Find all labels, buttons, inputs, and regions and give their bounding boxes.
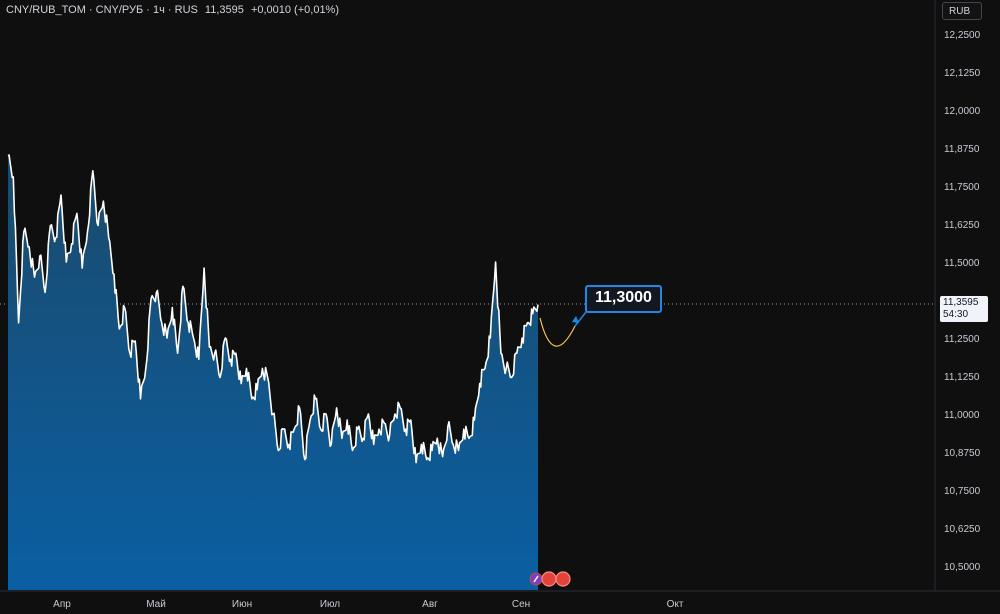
time-tick-label: Апр bbox=[53, 599, 71, 610]
price-tick-label: 12,2500 bbox=[944, 30, 981, 41]
price-tick-label: 10,7500 bbox=[944, 486, 981, 497]
area-fill bbox=[8, 155, 538, 590]
price-tick-label: 10,8750 bbox=[944, 448, 981, 459]
currency-button[interactable]: RUB bbox=[942, 2, 982, 20]
symbol-title[interactable]: CNY/RUB_TOM · CNY/РУБ · 1ч · RUS bbox=[6, 4, 198, 16]
time-tick-label: Май bbox=[146, 599, 166, 610]
bar-countdown: 54:30 bbox=[943, 309, 969, 320]
event-dot-icon[interactable] bbox=[555, 571, 571, 587]
symbol-legend[interactable]: CNY/RUB_TOM · CNY/РУБ · 1ч · RUS 11,3595… bbox=[6, 4, 339, 16]
time-tick-label: Июн bbox=[232, 599, 252, 610]
price-tick-label: 11,5000 bbox=[944, 258, 980, 269]
projection-arrow bbox=[574, 311, 587, 327]
arrow-head-icon bbox=[572, 316, 579, 323]
price-tick-label: 10,5000 bbox=[944, 562, 981, 573]
event-markers[interactable] bbox=[529, 571, 571, 587]
price-change: +0,0010 (+0,01%) bbox=[250, 4, 340, 16]
badge-price: 11,3595 bbox=[943, 297, 979, 308]
price-tick-label: 11,0000 bbox=[944, 410, 980, 421]
flash-bolt-icon bbox=[533, 575, 539, 583]
price-badge: 11,3595 54:30 bbox=[940, 296, 988, 322]
price-tick-label: 11,1250 bbox=[944, 372, 980, 383]
projection-curve bbox=[539, 317, 576, 347]
price-series-line bbox=[7, 154, 539, 464]
time-tick-label: Сен bbox=[512, 599, 530, 610]
price-tick-label: 11,7500 bbox=[944, 182, 980, 193]
time-tick-label: Окт bbox=[667, 599, 684, 610]
price-tick-label: 10,6250 bbox=[944, 524, 981, 535]
price-tick-label: 12,1250 bbox=[944, 68, 981, 79]
price-tick-label: 11,2500 bbox=[944, 334, 980, 345]
price-tick-label: 11,6250 bbox=[944, 220, 980, 231]
time-axis[interactable]: Апр Май Июн Июл Авг Сен Окт bbox=[53, 599, 684, 610]
time-tick-label: Июл bbox=[320, 599, 340, 610]
time-tick-label: Авг bbox=[422, 599, 438, 610]
price-tick-label: 12,0000 bbox=[944, 106, 981, 117]
price-axis[interactable]: 12,2500 12,1250 12,0000 11,8750 11,7500 11,62… bbox=[944, 30, 981, 573]
last-price: 11,3595 bbox=[204, 4, 244, 16]
target-price-label[interactable]: 11,3000 bbox=[585, 285, 662, 313]
event-dot-icon[interactable] bbox=[541, 571, 557, 587]
price-tick-label: 11,8750 bbox=[944, 144, 980, 155]
